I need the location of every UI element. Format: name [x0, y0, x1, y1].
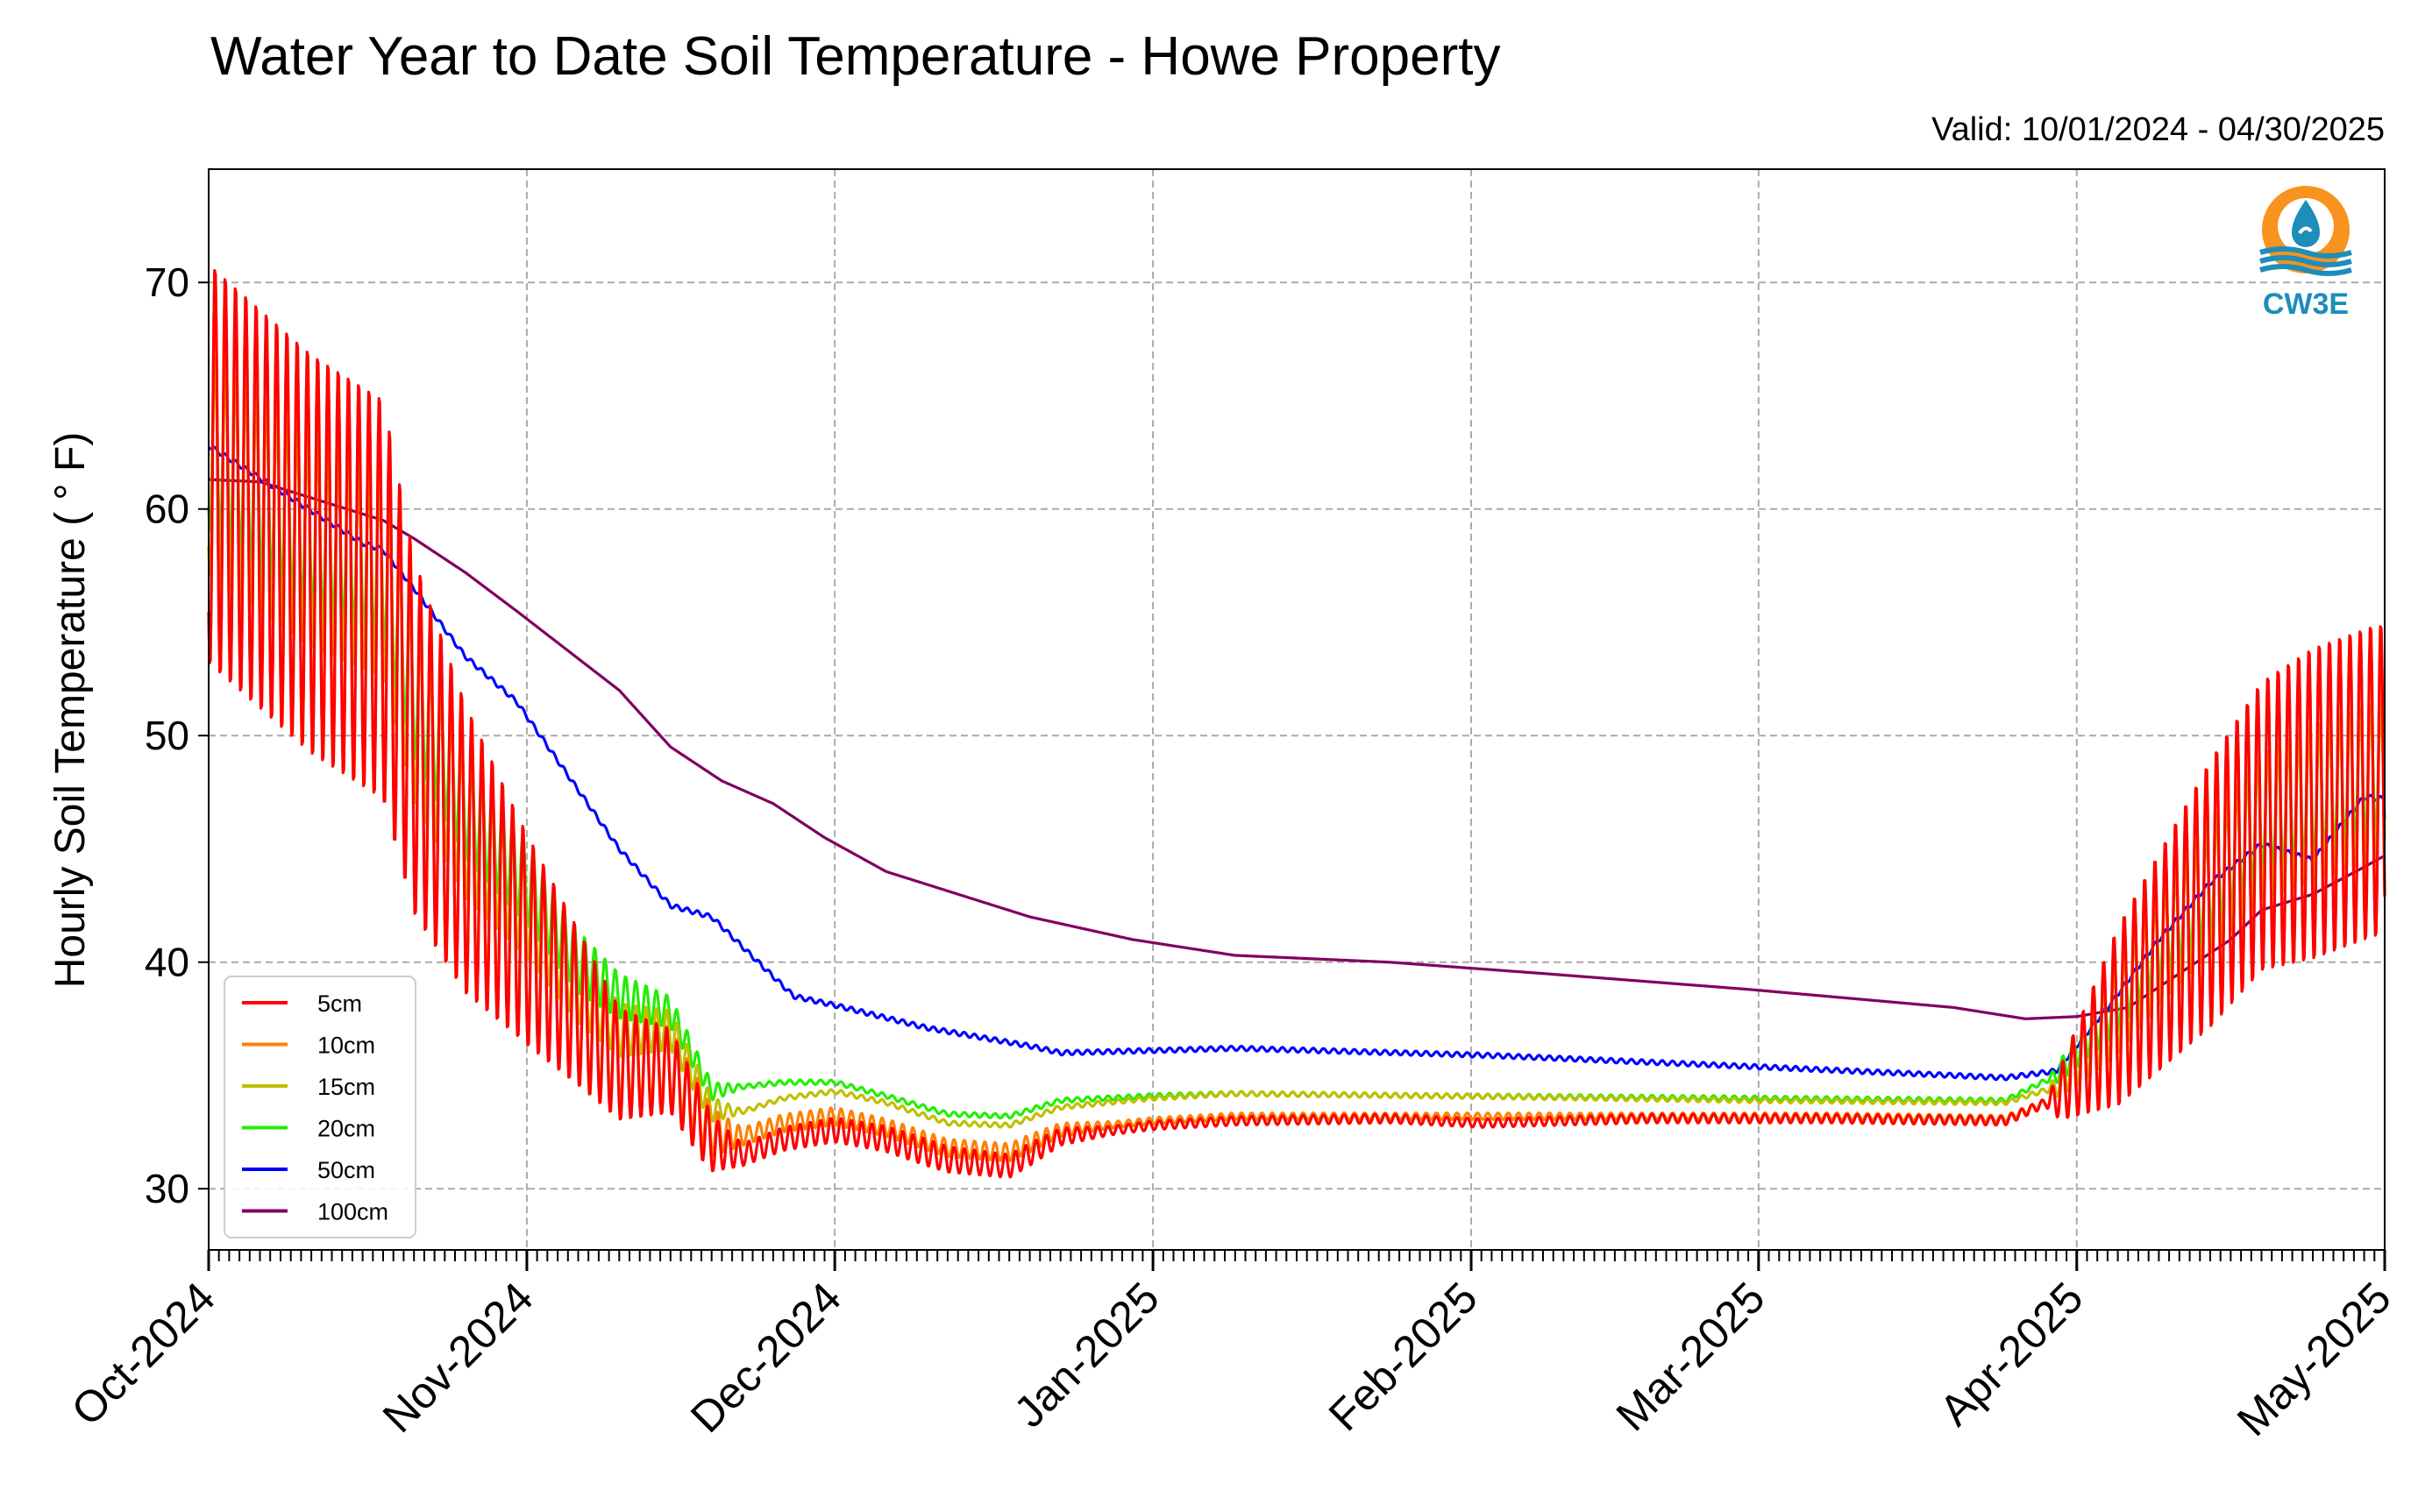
series-line-50cm: [207, 445, 2386, 1082]
series-line-100cm: [208, 478, 2386, 1020]
x-minor-ticks: [208, 1250, 2386, 1261]
legend-label-15cm: 15cm: [317, 1074, 375, 1100]
x-tick-label: Nov-2024: [373, 1273, 543, 1442]
legend-label-20cm: 20cm: [317, 1116, 375, 1142]
y-tick-label: 30: [145, 1166, 189, 1211]
cw3e-logo-icon: CW3E: [2259, 186, 2352, 321]
x-tick-label: Oct-2024: [62, 1273, 224, 1435]
legend: 5cm 10cm 15cm 20cm 50cm 100cm: [224, 976, 416, 1239]
series-line-10cm: [207, 269, 2386, 1163]
series-line-20cm: [207, 357, 2386, 1120]
x-tick-label: Dec-2024: [681, 1273, 850, 1442]
logo-drop: [2292, 200, 2320, 247]
y-tick-label: 40: [145, 940, 189, 985]
logo-wave: [2259, 255, 2352, 267]
legend-label-50cm: 50cm: [317, 1157, 375, 1183]
chart-title: Water Year to Date Soil Temperature - Ho…: [210, 26, 1500, 87]
x-tick-label: Apr-2025: [1930, 1273, 2092, 1435]
logo-drop-swirl: [2298, 226, 2313, 235]
y-tick-label: 70: [145, 259, 189, 305]
logo-text: CW3E: [2263, 287, 2349, 321]
legend-label-100cm: 100cm: [317, 1199, 388, 1225]
x-tick-label: Jan-2025: [1005, 1273, 1169, 1437]
y-tick-label: 60: [145, 486, 189, 532]
legend-box: [224, 976, 416, 1239]
series-line-15cm: [207, 357, 2386, 1129]
legend-label-10cm: 10cm: [317, 1033, 375, 1059]
legend-label-5cm: 5cm: [317, 990, 362, 1017]
grid: [209, 169, 2385, 1250]
x-tick-label: Feb-2025: [1319, 1273, 1487, 1440]
y-axis-label: Hourly Soil Temperature ( ° F): [47, 432, 94, 989]
x-tick-label: Mar-2025: [1607, 1273, 1774, 1440]
series-lines: [207, 269, 2386, 1179]
logo-wave: [2259, 246, 2352, 259]
x-tick-label: May-2025: [2228, 1273, 2400, 1445]
series-line-5cm: [207, 269, 2386, 1179]
logo-wave: [2259, 264, 2352, 276]
y-tick-label: 50: [145, 713, 189, 758]
chart-subtitle: Valid: 10/01/2024 - 04/30/2025: [1931, 111, 2385, 148]
